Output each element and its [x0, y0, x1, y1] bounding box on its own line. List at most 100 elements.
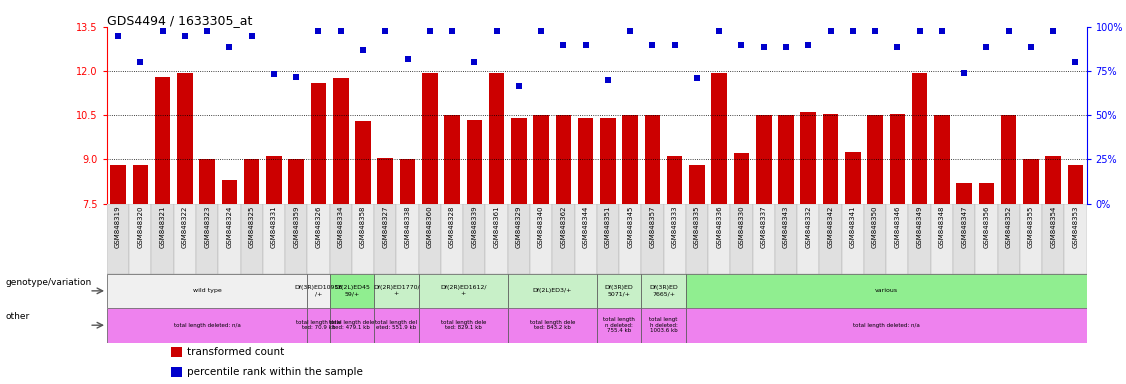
Point [554, 41, 572, 48]
Bar [867, 115, 883, 204]
Bar [288, 159, 304, 204]
Bar [667, 156, 682, 204]
Point [488, 28, 506, 35]
Point [399, 56, 417, 62]
Bar [597, 204, 619, 274]
Bar [890, 114, 905, 204]
Point [198, 28, 216, 35]
Point [221, 45, 239, 51]
Text: percentile rank within the sample: percentile rank within the sample [187, 367, 364, 377]
Bar [419, 204, 441, 274]
Text: GSM848360: GSM848360 [427, 206, 432, 248]
Bar [1045, 156, 1061, 204]
Text: GSM848347: GSM848347 [962, 206, 967, 248]
Bar [975, 204, 998, 274]
Bar [623, 115, 638, 204]
Bar [797, 204, 820, 274]
Bar [377, 158, 393, 204]
Point [1022, 45, 1040, 51]
Point [911, 28, 929, 35]
Point [577, 41, 595, 48]
Text: Df(3R)ED10953
/+: Df(3R)ED10953 /+ [294, 285, 342, 296]
Text: total length dele
ted: 843.2 kb: total length dele ted: 843.2 kb [529, 320, 575, 330]
Text: GSM848359: GSM848359 [293, 206, 300, 248]
Bar [333, 78, 349, 204]
Text: Df(2R)ED1770/
+: Df(2R)ED1770/ + [373, 285, 420, 296]
Bar [574, 204, 597, 274]
Point [799, 41, 817, 48]
Bar [307, 308, 330, 343]
Bar [330, 308, 374, 343]
Bar [778, 115, 794, 204]
Text: transformed count: transformed count [187, 347, 285, 357]
Bar [152, 204, 173, 274]
Bar [374, 274, 419, 308]
Point [754, 45, 772, 51]
Bar [552, 204, 574, 274]
Bar [374, 308, 419, 343]
Bar [1067, 165, 1083, 204]
Text: GSM848356: GSM848356 [983, 206, 990, 248]
Bar [396, 204, 419, 274]
Point [265, 71, 283, 77]
Point [866, 28, 884, 35]
Text: GSM848322: GSM848322 [182, 206, 188, 248]
Text: GSM848358: GSM848358 [360, 206, 366, 248]
Bar [330, 204, 351, 274]
Text: GSM848361: GSM848361 [493, 206, 500, 248]
Text: GSM848362: GSM848362 [561, 206, 566, 248]
Point [622, 28, 640, 35]
Bar [129, 204, 152, 274]
Text: genotype/variation: genotype/variation [6, 278, 92, 287]
Bar [597, 308, 642, 343]
Point [421, 28, 439, 35]
Point [665, 41, 683, 48]
Text: GSM848323: GSM848323 [204, 206, 211, 248]
Text: GSM848321: GSM848321 [160, 206, 166, 248]
Bar [155, 77, 170, 204]
Bar [307, 204, 330, 274]
Point [310, 28, 328, 35]
Text: GSM848337: GSM848337 [761, 206, 767, 248]
Point [977, 45, 995, 51]
Bar [978, 183, 994, 204]
Bar [578, 118, 593, 204]
Text: GSM848346: GSM848346 [894, 206, 901, 248]
Bar [441, 204, 463, 274]
Text: GSM848336: GSM848336 [716, 206, 722, 248]
Point [243, 33, 261, 39]
Bar [731, 204, 752, 274]
Text: total length deleted: n/a: total length deleted: n/a [852, 323, 920, 328]
Point [932, 28, 950, 35]
Bar [555, 115, 571, 204]
Bar [419, 274, 508, 308]
Bar [823, 114, 839, 204]
Point [376, 28, 394, 35]
Bar [1020, 204, 1042, 274]
Text: total length dele
ted: 479.1 kb: total length dele ted: 479.1 kb [329, 320, 375, 330]
Bar [752, 204, 775, 274]
Bar [801, 112, 816, 204]
Bar [841, 204, 864, 274]
Text: GSM848349: GSM848349 [917, 206, 922, 248]
Point [176, 33, 194, 39]
Text: GSM848342: GSM848342 [828, 206, 833, 248]
Bar [241, 204, 262, 274]
Point [332, 28, 350, 35]
Text: GSM848319: GSM848319 [115, 206, 122, 248]
Point [599, 77, 617, 83]
Point [287, 74, 305, 80]
Bar [734, 154, 749, 204]
Bar [886, 204, 909, 274]
Text: wild type: wild type [193, 288, 222, 293]
Text: GSM848325: GSM848325 [249, 206, 254, 248]
Text: total lengt
h deleted:
1003.6 kb: total lengt h deleted: 1003.6 kb [650, 317, 678, 333]
Bar [686, 308, 1087, 343]
Bar [307, 274, 330, 308]
Text: Df(3R)ED
5071/+: Df(3R)ED 5071/+ [605, 285, 634, 296]
Bar [600, 118, 616, 204]
Text: GSM848332: GSM848332 [805, 206, 812, 248]
Bar [285, 204, 307, 274]
Text: GSM848340: GSM848340 [538, 206, 544, 248]
Text: GSM848348: GSM848348 [939, 206, 945, 248]
